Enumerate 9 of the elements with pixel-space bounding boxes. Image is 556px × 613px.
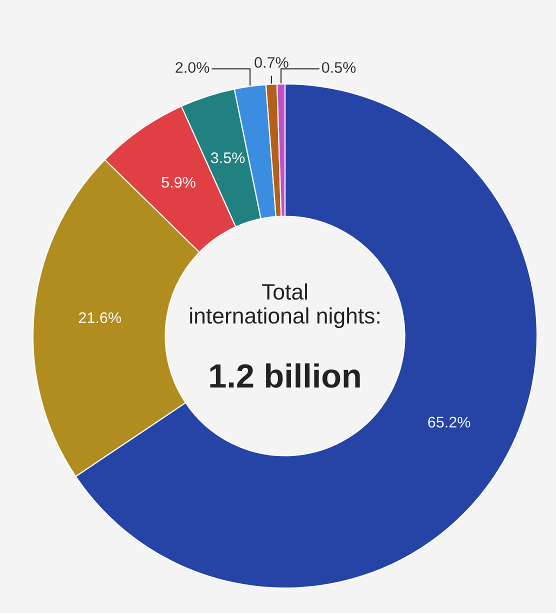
data-label: 5.9% [162,176,196,188]
data-label: 65.2% [428,416,470,428]
text: Total international nights: [190,283,380,328]
data-label: 0.5% [322,62,356,73]
data-label: 0.7% [254,57,288,68]
text: 1.2 billion [210,363,360,388]
data-label: 3.5% [210,152,245,164]
data-label: 2.0% [176,62,210,73]
data-label: 21.6% [78,312,121,324]
